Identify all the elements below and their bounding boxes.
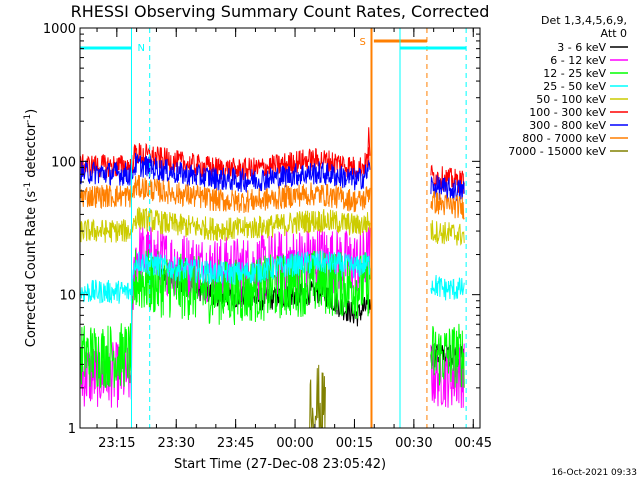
series-6-12-kev: [79, 226, 465, 409]
flag-n-label: N: [137, 43, 144, 54]
series-100-300-kev: [79, 142, 465, 194]
timestamp: 16-Oct-2021 09:33: [552, 468, 637, 478]
y-label-mid: detector: [24, 122, 39, 182]
y-label-main: Corrected Count Rate (s: [24, 191, 39, 348]
series-50-100-kev: [79, 206, 465, 246]
y-label-sup2: -1: [23, 114, 33, 123]
x-tick-label: 00:15: [336, 436, 373, 451]
legend-label: 300 - 800 keV: [529, 119, 606, 132]
series-line-segment: [430, 190, 465, 220]
series-line-segment: [79, 250, 371, 304]
legend-label: 12 - 25 keV: [543, 67, 606, 80]
legend-label: 3 - 6 keV: [557, 41, 606, 54]
x-tick-label: 00:30: [395, 436, 432, 451]
series-line-segment: [430, 164, 465, 194]
series-line-segment: [79, 249, 371, 389]
x-tick-label: 23:15: [98, 436, 135, 451]
x-tick-label: 23:45: [217, 436, 254, 451]
y-label-end: ): [24, 109, 39, 114]
series-line-segment: [79, 206, 371, 243]
x-tick-label: 23:30: [158, 436, 195, 451]
series-line-segment: [79, 174, 371, 214]
y-tick-label: 1: [68, 422, 76, 437]
flag-s-label: S: [359, 37, 365, 48]
x-tick-label: 00:00: [276, 436, 313, 451]
data-lines: [79, 142, 465, 429]
legend-header-line: Att 0: [601, 27, 627, 40]
series-line-segment: [430, 323, 465, 388]
y-label-sup1: -1: [23, 182, 33, 191]
y-tick-label: 100: [51, 155, 76, 170]
axes: 1 10 100 1000 23:15 23:30 23:45 00:00 00:15 00:30…: [43, 22, 492, 451]
y-axis-label: Corrected Count Rate (s-1 detector-1): [23, 109, 39, 347]
series-25-50-kev: [79, 250, 465, 304]
overlays: NS: [80, 28, 467, 428]
series-7000-15000-kev: [309, 364, 326, 429]
series-line-segment: [309, 364, 326, 429]
legend-label: 50 - 100 keV: [536, 93, 606, 106]
y-tick-label: 1000: [43, 22, 76, 37]
series-line-segment: [430, 220, 465, 246]
chart-title: RHESSI Observing Summary Count Rates, Co…: [71, 2, 490, 21]
plot-frame: [79, 27, 481, 429]
legend-label: 6 - 12 keV: [550, 54, 606, 67]
flare-spike: [367, 127, 371, 168]
legend-label: 100 - 300 keV: [529, 106, 606, 119]
series-800-7000-kev: [79, 174, 465, 220]
legend-header-line: Det 1,3,4,5,6,9,: [541, 14, 627, 27]
y-tick-label: 10: [59, 289, 76, 304]
legend-label: 25 - 50 keV: [543, 80, 606, 93]
legend-label: 800 - 7000 keV: [522, 132, 606, 145]
legend-label: 7000 - 15000 keV: [508, 145, 606, 158]
series-12-25-kev: [79, 249, 465, 389]
series-line-segment: [79, 152, 371, 194]
x-tick-label: 00:45: [455, 436, 492, 451]
x-axis-label: Start Time (27-Dec-08 23:05:42): [174, 457, 386, 472]
series-line-segment: [430, 274, 465, 301]
